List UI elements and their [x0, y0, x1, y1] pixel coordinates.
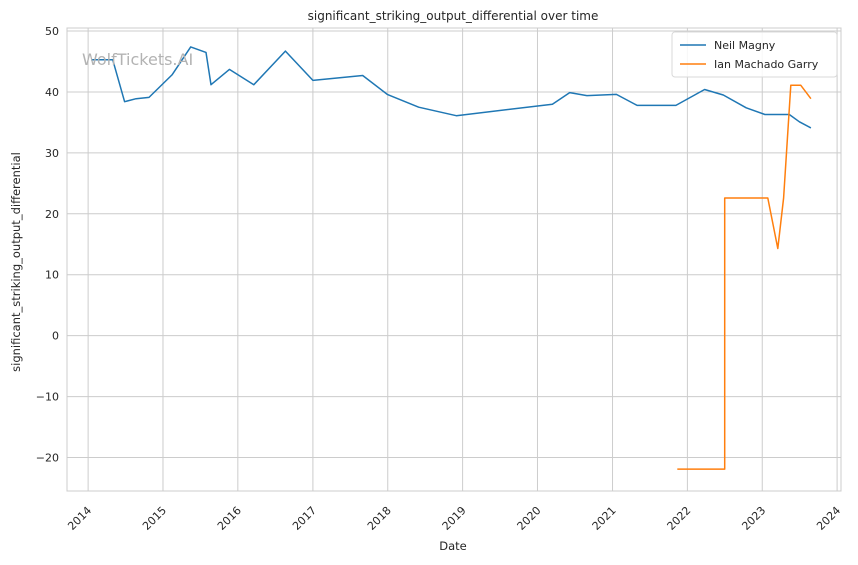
- y-tick-label: 40: [45, 86, 59, 99]
- legend-label-neil-magny: Neil Magny: [714, 39, 776, 52]
- series-layer: [91, 46, 812, 470]
- y-tick-label: 0: [52, 330, 59, 343]
- legend-label-ian-machado-garry: Ian Machado Garry: [714, 58, 819, 71]
- y-tick-label: −10: [36, 391, 59, 404]
- y-tick-label: 50: [45, 25, 59, 38]
- grid-layer: [67, 28, 841, 491]
- y-tick-label: 30: [45, 147, 59, 160]
- series-line-ian-machado-garry: [677, 84, 812, 470]
- y-tick-label: 20: [45, 208, 59, 221]
- legend: Neil Magny Ian Machado Garry: [671, 31, 838, 78]
- y-tick-label: 10: [45, 269, 59, 282]
- chart-title: significant_striking_output_differential…: [308, 9, 599, 23]
- watermark-text: WolfTickets.AI: [82, 50, 193, 69]
- series-line-neil-magny: [91, 46, 812, 129]
- plot-frame: [66, 27, 842, 492]
- y-axis-label: significant_striking_output_differential: [9, 152, 23, 372]
- y-tick-label: −20: [36, 451, 59, 464]
- x-axis-label: Date: [439, 539, 467, 553]
- legend-box: [671, 31, 838, 78]
